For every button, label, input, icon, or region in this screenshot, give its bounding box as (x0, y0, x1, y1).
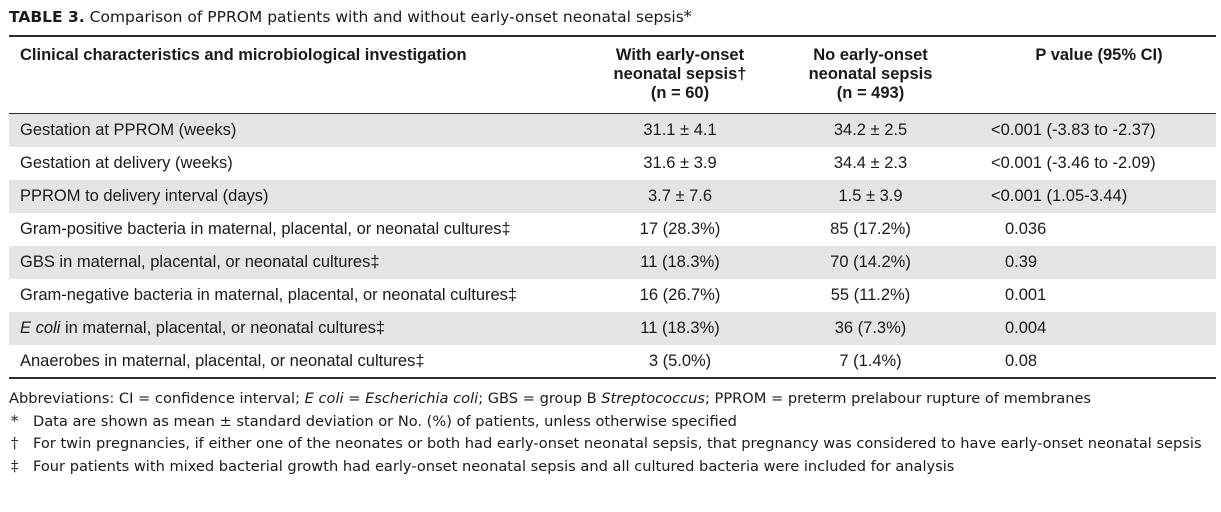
with-sepsis-cell: 3.7 ± 7.6 (601, 179, 759, 213)
header-row: Clinical characteristics and microbiolog… (9, 37, 1216, 114)
footnote-asterisk: * Data are shown as mean ± standard devi… (9, 411, 1214, 434)
footnote-text: Four patients with mixed bacterial growt… (33, 457, 955, 475)
with-sepsis-cell: 31.1 ± 4.1 (601, 113, 759, 147)
table-top-rule (9, 35, 1216, 37)
no-sepsis-cell: 34.2 ± 2.5 (759, 113, 982, 147)
table-row: E coli in maternal, placental, or neonat… (9, 311, 1216, 345)
with-sepsis-cell: 11 (18.3%) (601, 311, 759, 345)
p-value-cell: 0.036 (1005, 219, 1047, 238)
with-sepsis-cell: 17 (28.3%) (639, 219, 721, 238)
table-row: Anaerobes in maternal, placental, or neo… (9, 345, 1216, 378)
row-label: E coli in maternal, placental, or neonat… (9, 311, 601, 345)
row-label: Gestation at PPROM (weeks) (9, 113, 601, 147)
table-row: Gestation at PPROM (weeks) 31.1 ± 4.1 34… (9, 113, 1216, 147)
table-row: GBS in maternal, placental, or neonatal … (9, 245, 1216, 279)
caption-footnote-mark: * (683, 8, 692, 26)
no-sepsis-cell: 1.5 ± 3.9 (759, 179, 982, 213)
p-value-cell: 0.08 (1005, 351, 1038, 370)
table-bottom-rule (9, 377, 1216, 379)
no-sepsis-cell: 36 (7.3%) (759, 311, 982, 345)
no-sepsis-cell: 70 (14.2%) (759, 245, 982, 279)
header-no-sepsis: No early-onset neonatal sepsis (n = 493) (759, 37, 982, 114)
p-value-cell: <0.001 (1.05-3.44) (982, 179, 1216, 213)
p-value-cell: <0.001 (-3.46 to -2.09) (991, 153, 1156, 172)
row-label: Gram-negative bacteria in maternal, plac… (20, 285, 518, 304)
table-row: PPROM to delivery interval (days) 3.7 ± … (9, 179, 1216, 213)
row-label: Gestation at delivery (weeks) (20, 153, 233, 172)
row-label: Gram-positive bacteria in maternal, plac… (20, 219, 511, 238)
footnote-double-dagger: ‡ Four patients with mixed bacterial gro… (9, 456, 1214, 479)
footnote-dagger: † For twin pregnancies, if either one of… (9, 433, 1214, 456)
row-label: Anaerobes in maternal, placental, or neo… (20, 351, 425, 370)
footnote-text: For twin pregnancies, if either one of t… (33, 435, 1202, 452)
row-label-italic: E coli (20, 318, 61, 337)
row-label: GBS in maternal, placental, or neonatal … (9, 245, 601, 279)
table-label: TABLE 3. (9, 8, 85, 26)
with-sepsis-cell: 16 (26.7%) (639, 285, 721, 304)
table-footnotes: Abbreviations: CI = confidence interval;… (9, 388, 1214, 478)
p-value-cell: <0.001 (-3.83 to -2.37) (982, 113, 1216, 147)
table-title: Comparison of PPROM patients with and wi… (89, 8, 684, 26)
footnote-symbol: * (11, 412, 19, 430)
no-sepsis-cell: 55 (11.2%) (830, 285, 911, 304)
footnote-text: Data are shown as mean ± standard deviat… (33, 412, 737, 430)
p-value-cell: 0.004 (982, 311, 1216, 345)
no-sepsis-cell: 7 (1.4%) (839, 351, 902, 370)
table-row: Gram-negative bacteria in maternal, plac… (9, 279, 1216, 312)
with-sepsis-cell: 31.6 ± 3.9 (643, 153, 717, 172)
with-sepsis-cell: 11 (18.3%) (601, 245, 759, 279)
header-with-sepsis: With early-onset neonatal sepsis† (n = 6… (601, 37, 759, 114)
row-label: PPROM to delivery interval (days) (9, 179, 601, 213)
p-value-cell: 0.39 (982, 245, 1216, 279)
no-sepsis-cell: 34.4 ± 2.3 (833, 153, 908, 172)
abbreviations-note: Abbreviations: CI = confidence interval;… (9, 390, 1092, 407)
table-caption: TABLE 3. Comparison of PPROM patients wi… (9, 6, 692, 28)
table-row: Gram-positive bacteria in maternal, plac… (9, 213, 1216, 246)
header-p-value: P value (95% CI) (982, 37, 1216, 114)
no-sepsis-cell: 85 (17.2%) (830, 219, 911, 238)
with-sepsis-cell: 3 (5.0%) (648, 351, 712, 370)
comparison-table: Clinical characteristics and microbiolog… (9, 37, 1216, 378)
p-value-cell: 0.001 (1005, 285, 1047, 304)
footnote-symbol: † (11, 435, 19, 452)
row-label-rest: in maternal, placental, or neonatal cult… (60, 318, 386, 337)
header-characteristics: Clinical characteristics and microbiolog… (9, 37, 601, 114)
table-row: Gestation at delivery (weeks) 31.6 ± 3.9… (9, 147, 1216, 180)
footnote-symbol: ‡ (11, 457, 19, 475)
